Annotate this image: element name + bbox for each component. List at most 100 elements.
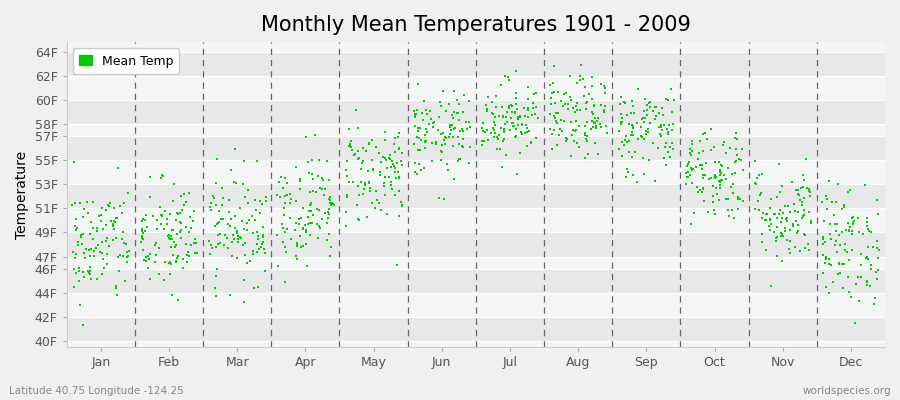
Point (212, 208, 226, 215)
Point (306, 176, 320, 182)
Point (87, 253, 102, 260)
Point (154, 212, 168, 218)
Point (614, 119, 628, 125)
Point (578, 84, 592, 90)
Point (642, 157, 656, 164)
Point (419, 111, 434, 118)
Point (83, 231, 97, 238)
Point (94, 212, 109, 218)
Point (710, 190, 724, 197)
Point (802, 186, 816, 192)
Point (171, 210, 185, 217)
Point (505, 109, 519, 115)
Point (842, 227, 856, 234)
Point (594, 124, 608, 130)
Point (666, 146, 680, 152)
Point (179, 241, 194, 248)
Point (174, 193, 188, 199)
Point (569, 117, 583, 124)
Point (295, 204, 310, 211)
Point (443, 123, 457, 130)
Point (652, 124, 667, 130)
Point (735, 166, 750, 173)
Point (274, 173, 288, 180)
Point (351, 125, 365, 132)
Point (453, 156, 467, 162)
Point (729, 146, 743, 152)
Point (383, 156, 398, 162)
Point (250, 158, 265, 164)
Point (554, 116, 569, 123)
Point (305, 212, 320, 219)
Point (706, 144, 721, 150)
Point (587, 120, 601, 126)
Point (799, 156, 814, 162)
Point (102, 242, 116, 249)
Point (704, 175, 718, 182)
Point (773, 230, 788, 236)
Point (544, 131, 559, 137)
Point (559, 138, 573, 145)
Point (645, 140, 660, 146)
Point (626, 125, 641, 131)
Point (271, 263, 285, 269)
Point (320, 220, 334, 226)
Point (713, 179, 727, 185)
Point (310, 189, 324, 195)
Point (67, 159, 81, 165)
Point (588, 120, 602, 126)
Point (209, 243, 223, 250)
Point (590, 114, 605, 121)
Point (500, 119, 514, 125)
Point (489, 92, 503, 99)
Point (212, 220, 226, 226)
Point (94, 248, 108, 255)
Point (796, 172, 810, 178)
Point (223, 222, 238, 229)
Point (772, 206, 787, 213)
Point (322, 177, 337, 184)
Point (462, 98, 476, 104)
Point (712, 197, 726, 203)
Point (165, 292, 179, 298)
Point (851, 229, 866, 236)
Point (250, 241, 265, 247)
Point (508, 126, 523, 132)
Point (696, 130, 710, 137)
Point (554, 98, 568, 104)
Point (759, 211, 773, 217)
Point (158, 208, 173, 214)
Point (629, 179, 643, 186)
Point (428, 138, 443, 145)
Point (387, 163, 401, 169)
Point (626, 129, 640, 135)
Point (411, 125, 426, 131)
Point (284, 196, 299, 202)
Point (512, 113, 526, 119)
Point (283, 215, 297, 222)
Point (482, 137, 496, 143)
Point (446, 134, 460, 140)
Point (183, 214, 197, 220)
Point (515, 121, 529, 127)
Point (362, 180, 376, 186)
Point (716, 142, 731, 148)
Point (520, 107, 535, 113)
Point (509, 170, 524, 177)
Point (801, 240, 815, 247)
Point (481, 106, 495, 112)
Point (587, 103, 601, 109)
Point (434, 103, 448, 109)
Point (301, 214, 315, 220)
Point (477, 138, 491, 144)
Point (114, 236, 129, 242)
Bar (67, 184, 885, 208)
Point (110, 215, 124, 222)
Point (698, 130, 712, 136)
Point (170, 252, 184, 259)
Point (685, 148, 699, 154)
Point (72, 268, 86, 274)
Point (240, 200, 255, 206)
Point (369, 187, 383, 194)
Point (494, 82, 508, 88)
